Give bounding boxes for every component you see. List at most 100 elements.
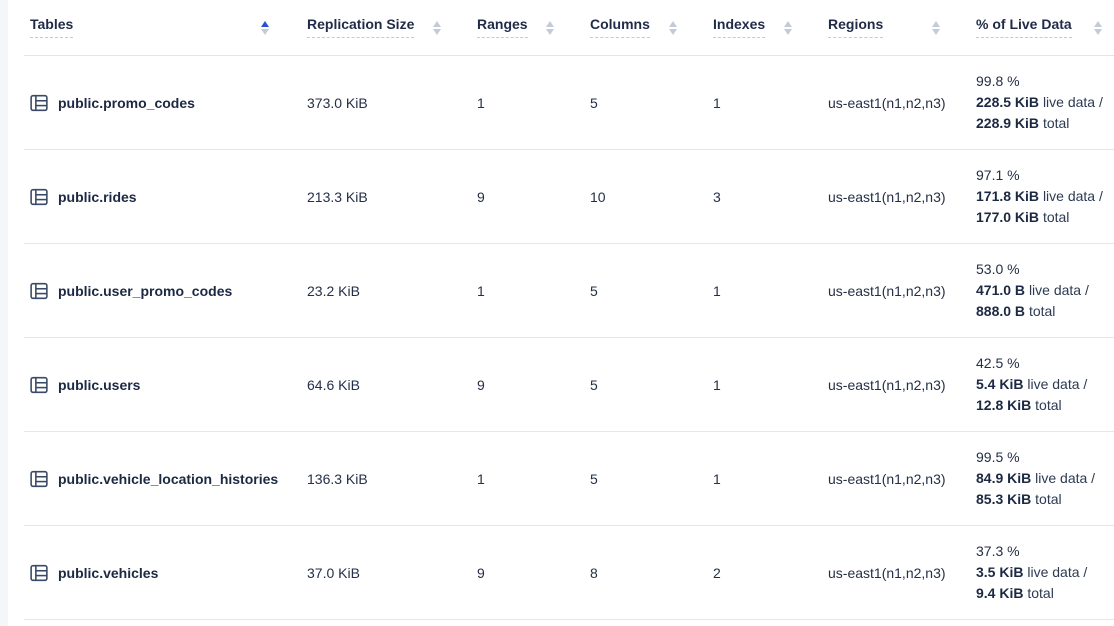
table-icon: [30, 188, 48, 206]
live-data-line: 471.0 B live data /: [976, 282, 1089, 298]
table-icon: [30, 282, 48, 300]
sort-arrows-icon[interactable]: [431, 19, 443, 37]
table-name-link[interactable]: public.promo_codes: [58, 94, 195, 111]
regions-cell: us-east1(n1,n2,n3): [828, 94, 946, 111]
replication-size-cell: 213.3 KiB: [307, 188, 368, 205]
replication-size-cell: 37.0 KiB: [307, 564, 360, 581]
indexes-cell: 1: [713, 94, 721, 111]
ranges-cell: 1: [477, 470, 485, 487]
live-percent: 99.8 %: [976, 73, 1020, 89]
table-name-cell: public.vehicles: [30, 564, 307, 582]
indexes-cell: 3: [713, 188, 721, 205]
live-data-cell: 99.5 % 84.9 KiB live data / 85.3 KiB tot…: [976, 447, 1114, 510]
ranges-cell: 1: [477, 94, 485, 111]
column-header-label: Replication Size: [307, 17, 415, 38]
regions-cell: us-east1(n1,n2,n3): [828, 470, 946, 487]
regions-cell: us-east1(n1,n2,n3): [828, 564, 946, 581]
column-header-replication-size[interactable]: Replication Size: [307, 17, 477, 38]
indexes-cell: 1: [713, 282, 721, 299]
sort-arrows-icon[interactable]: [544, 19, 556, 37]
indexes-cell: 2: [713, 564, 721, 581]
live-data-line: 84.9 KiB live data /: [976, 470, 1096, 486]
table-row: public.promo_codes 373.0 KiB 1 5 1 us-ea…: [24, 56, 1114, 150]
total-line: 228.9 KiB total: [976, 115, 1070, 131]
table-name-cell: public.rides: [30, 188, 307, 206]
live-data-cell: 42.5 % 5.4 KiB live data / 12.8 KiB tota…: [976, 353, 1114, 416]
columns-cell: 5: [590, 470, 598, 487]
live-percent: 42.5 %: [976, 355, 1020, 371]
columns-cell: 5: [590, 94, 598, 111]
column-header-regions[interactable]: Regions: [828, 17, 976, 38]
table-name-link[interactable]: public.user_promo_codes: [58, 282, 233, 299]
table-name-cell: public.promo_codes: [30, 94, 307, 112]
live-data-cell: 97.1 % 171.8 KiB live data / 177.0 KiB t…: [976, 165, 1114, 228]
columns-cell: 5: [590, 376, 598, 393]
indexes-cell: 1: [713, 470, 721, 487]
live-data-line: 171.8 KiB live data /: [976, 188, 1103, 204]
table-row: public.users 64.6 KiB 9 5 1 us-east1(n1,…: [24, 338, 1114, 432]
table-row: public.user_promo_codes 23.2 KiB 1 5 1 u…: [24, 244, 1114, 338]
live-data-cell: 37.3 % 3.5 KiB live data / 9.4 KiB total: [976, 541, 1114, 604]
table-icon: [30, 470, 48, 488]
column-header-label: Indexes: [713, 17, 766, 38]
total-line: 9.4 KiB total: [976, 585, 1054, 601]
column-header-indexes[interactable]: Indexes: [713, 17, 828, 38]
live-percent: 37.3 %: [976, 543, 1020, 559]
column-header-live-data[interactable]: % of Live Data: [976, 17, 1114, 38]
page-left-gutter: [0, 0, 8, 626]
table-name-link[interactable]: public.vehicles: [58, 564, 159, 581]
table-row: public.vehicle_location_histories 136.3 …: [24, 432, 1114, 526]
live-data-line: 5.4 KiB live data /: [976, 376, 1088, 392]
ranges-cell: 9: [477, 188, 485, 205]
replication-size-cell: 23.2 KiB: [307, 282, 360, 299]
table-name-cell: public.user_promo_codes: [30, 282, 307, 300]
table-row: public.rides 213.3 KiB 9 10 3 us-east1(n…: [24, 150, 1114, 244]
regions-cell: us-east1(n1,n2,n3): [828, 188, 946, 205]
columns-cell: 10: [590, 188, 606, 205]
sort-arrows-icon[interactable]: [667, 19, 679, 37]
table-header-row: Tables Replication Size Ranges Columns I…: [24, 0, 1114, 56]
column-header-label: Regions: [828, 17, 884, 38]
table-icon: [30, 564, 48, 582]
sort-arrows-icon[interactable]: [259, 19, 271, 37]
total-line: 888.0 B total: [976, 303, 1056, 319]
column-header-ranges[interactable]: Ranges: [477, 17, 590, 38]
table-name-link[interactable]: public.rides: [58, 188, 137, 205]
ranges-cell: 9: [477, 564, 485, 581]
sort-arrows-icon[interactable]: [782, 19, 794, 37]
table-icon: [30, 94, 48, 112]
column-header-columns[interactable]: Columns: [590, 17, 713, 38]
table-name-link[interactable]: public.vehicle_location_histories: [58, 470, 279, 487]
table-name-link[interactable]: public.users: [58, 376, 141, 393]
ranges-cell: 1: [477, 282, 485, 299]
columns-cell: 8: [590, 564, 598, 581]
indexes-cell: 1: [713, 376, 721, 393]
sort-arrows-icon[interactable]: [930, 19, 942, 37]
ranges-cell: 9: [477, 376, 485, 393]
column-header-label: Ranges: [477, 17, 528, 38]
replication-size-cell: 373.0 KiB: [307, 94, 368, 111]
live-data-cell: 99.8 % 228.5 KiB live data / 228.9 KiB t…: [976, 71, 1114, 134]
live-percent: 53.0 %: [976, 261, 1020, 277]
regions-cell: us-east1(n1,n2,n3): [828, 376, 946, 393]
live-percent: 97.1 %: [976, 167, 1020, 183]
column-header-label: Tables: [30, 17, 74, 38]
table-name-cell: public.users: [30, 376, 307, 394]
total-line: 177.0 KiB total: [976, 209, 1070, 225]
live-percent: 99.5 %: [976, 449, 1020, 465]
replication-size-cell: 136.3 KiB: [307, 470, 368, 487]
live-data-cell: 53.0 % 471.0 B live data / 888.0 B total: [976, 259, 1114, 322]
table-row: public.vehicles 37.0 KiB 9 8 2 us-east1(…: [24, 526, 1114, 620]
column-header-label: Columns: [590, 17, 650, 38]
sort-arrows-icon[interactable]: [1092, 19, 1104, 37]
total-line: 85.3 KiB total: [976, 491, 1062, 507]
total-line: 12.8 KiB total: [976, 397, 1062, 413]
regions-cell: us-east1(n1,n2,n3): [828, 282, 946, 299]
tables-list: Tables Replication Size Ranges Columns I…: [8, 0, 1114, 620]
live-data-line: 228.5 KiB live data /: [976, 94, 1103, 110]
column-header-tables[interactable]: Tables: [30, 17, 307, 38]
replication-size-cell: 64.6 KiB: [307, 376, 360, 393]
columns-cell: 5: [590, 282, 598, 299]
table-name-cell: public.vehicle_location_histories: [30, 470, 307, 488]
live-data-line: 3.5 KiB live data /: [976, 564, 1088, 580]
